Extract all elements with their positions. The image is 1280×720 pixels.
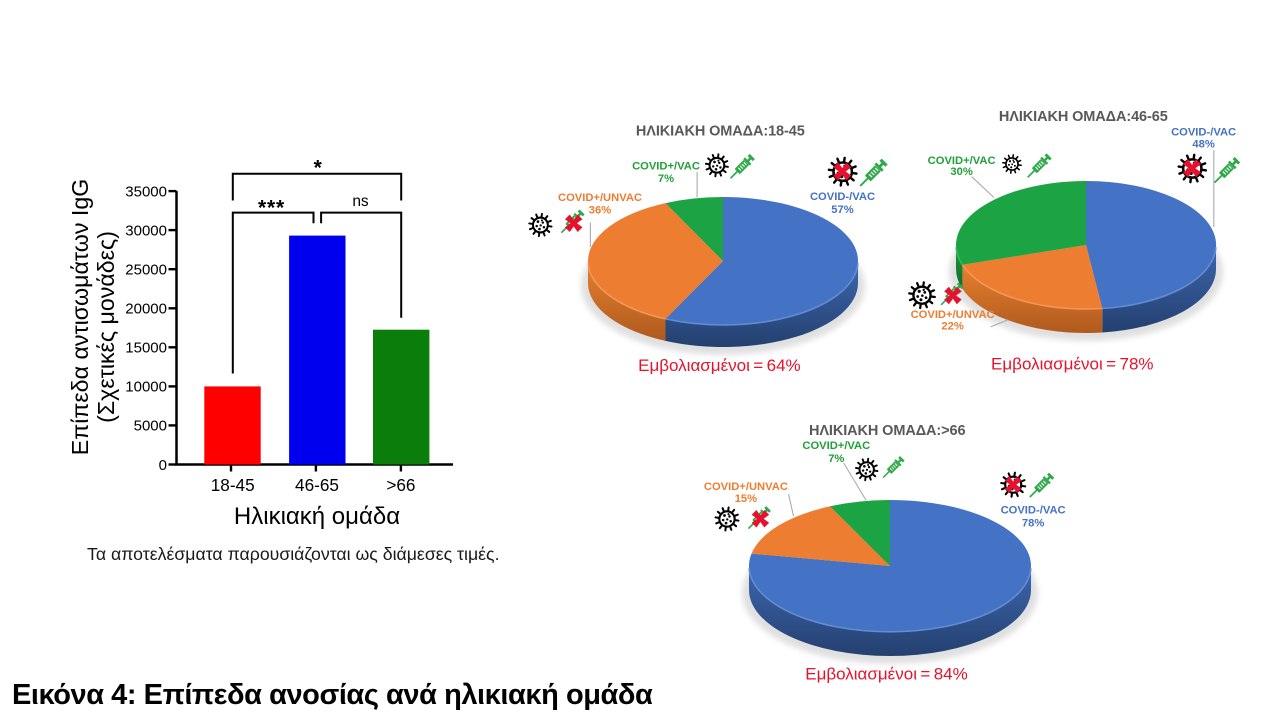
svg-text:10000: 10000 bbox=[125, 379, 167, 396]
svg-text:COVID+/VAC: COVID+/VAC bbox=[928, 155, 996, 167]
svg-text:30%: 30% bbox=[950, 166, 972, 178]
svg-text:ΗΛΙΚΙΑΚΗ ΟΜΑΔΑ:46-65: ΗΛΙΚΙΑΚΗ ΟΜΑΔΑ:46-65 bbox=[999, 109, 1168, 125]
svg-text:ΗΛΙΚΙΑΚΗ ΟΜΑΔΑ:>66: ΗΛΙΚΙΑΚΗ ΟΜΑΔΑ:>66 bbox=[809, 423, 965, 439]
svg-text:ΗΛΙΚΙΑΚΗ ΟΜΑΔΑ:18-45: ΗΛΙΚΙΑΚΗ ΟΜΑΔΑ:18-45 bbox=[636, 123, 805, 139]
svg-text:22%: 22% bbox=[941, 321, 963, 333]
svg-text:5000: 5000 bbox=[134, 418, 167, 435]
svg-text:*: * bbox=[314, 156, 323, 179]
svg-text:>66: >66 bbox=[386, 475, 415, 495]
svg-text:46-65: 46-65 bbox=[295, 475, 339, 495]
svg-text:30000: 30000 bbox=[125, 222, 167, 239]
svg-text:COVID+/UNVAC: COVID+/UNVAC bbox=[558, 192, 642, 204]
svg-text:ns: ns bbox=[352, 193, 369, 210]
svg-text:25000: 25000 bbox=[125, 262, 167, 279]
svg-text:Επίπεδα αντισωμάτων IgG: Επίπεδα αντισωμάτων IgG bbox=[67, 179, 93, 456]
svg-text:78%: 78% bbox=[1022, 517, 1044, 529]
svg-text:15000: 15000 bbox=[125, 340, 167, 357]
svg-text:57%: 57% bbox=[831, 204, 853, 216]
svg-text:COVID+/VAC: COVID+/VAC bbox=[802, 440, 870, 452]
svg-text:Εμβολιασμένοι = 64%: Εμβολιασμένοι = 64% bbox=[638, 356, 801, 375]
svg-text:COVID+/VAC: COVID+/VAC bbox=[632, 160, 700, 172]
svg-text:Ηλικιακή ομάδα: Ηλικιακή ομάδα bbox=[234, 503, 400, 530]
svg-text:COVID-/VAC: COVID-/VAC bbox=[1171, 127, 1236, 139]
svg-text:COVID-/VAC: COVID-/VAC bbox=[810, 191, 875, 203]
svg-text:7%: 7% bbox=[828, 453, 844, 465]
svg-text:0: 0 bbox=[159, 457, 167, 474]
svg-text:7%: 7% bbox=[658, 173, 674, 185]
svg-text:***: *** bbox=[258, 197, 285, 220]
svg-text:15%: 15% bbox=[735, 493, 757, 505]
svg-text:20000: 20000 bbox=[125, 301, 167, 318]
svg-text:COVID+/UNVAC: COVID+/UNVAC bbox=[704, 481, 788, 493]
svg-text:Εμβολιασμένοι = 84%: Εμβολιασμένοι = 84% bbox=[805, 665, 968, 684]
svg-text:35000: 35000 bbox=[125, 183, 167, 200]
svg-text:COVID+/UNVAC: COVID+/UNVAC bbox=[911, 309, 995, 321]
svg-text:48%: 48% bbox=[1192, 139, 1214, 151]
svg-text:Εμβολιασμένοι = 78%: Εμβολιασμένοι = 78% bbox=[991, 355, 1154, 374]
svg-text:36%: 36% bbox=[589, 204, 611, 216]
svg-text:18-45: 18-45 bbox=[211, 475, 255, 495]
svg-text:COVID-/VAC: COVID-/VAC bbox=[1001, 504, 1066, 516]
svg-text:(Σχετικές μονάδες): (Σχετικές μονάδες) bbox=[93, 231, 119, 423]
